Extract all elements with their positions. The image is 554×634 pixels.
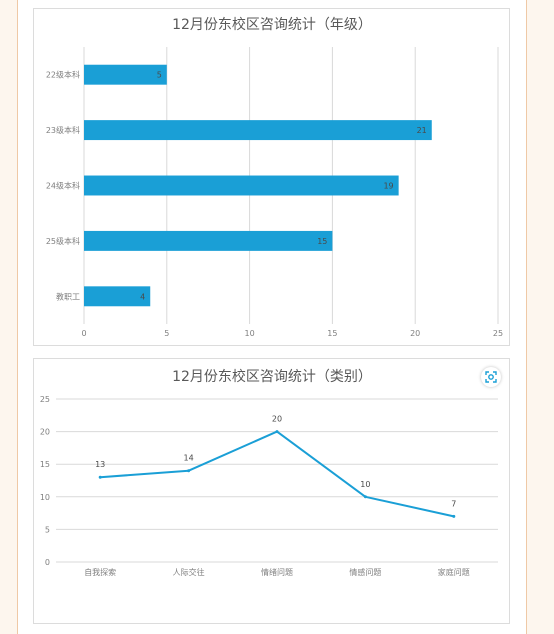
data-label: 13 bbox=[95, 460, 105, 469]
bar bbox=[84, 286, 151, 307]
y-tick-label: 0 bbox=[45, 558, 50, 567]
screenshot-button[interactable] bbox=[481, 367, 501, 387]
category-line-chart: 12月份东校区咨询统计（类别） 0 5 10 15 20 25 自我探索 人际交往 情绪问题 情感… bbox=[40, 368, 498, 577]
data-label: 14 bbox=[184, 454, 194, 463]
data-label: 5 bbox=[157, 71, 162, 80]
category-chart-card: 12月份东校区咨询统计（类别） 0 5 10 15 20 25 自我探索 人际交往 情绪问题 情感… bbox=[33, 358, 510, 624]
grade-bar-chart: 12月份东校区咨询统计（年级） 0 5 10 15 20 25 22级本科 5 23级本科 21 2… bbox=[46, 16, 503, 338]
y-tick-label: 25级本科 bbox=[46, 236, 80, 246]
x-tick-label: 人际交往 bbox=[173, 567, 205, 577]
data-label: 15 bbox=[317, 237, 327, 246]
camera-scan-icon bbox=[485, 371, 497, 383]
data-label: 20 bbox=[272, 415, 282, 424]
data-point bbox=[452, 514, 456, 518]
y-tick-label: 23级本科 bbox=[46, 125, 80, 135]
data-label: 7 bbox=[451, 499, 456, 508]
x-tick-label: 情绪问题 bbox=[261, 567, 293, 577]
x-tick-label: 家庭问题 bbox=[438, 567, 470, 577]
chart-title: 12月份东校区咨询统计（类别） bbox=[172, 368, 372, 385]
data-point bbox=[187, 469, 191, 473]
bar bbox=[84, 120, 432, 141]
x-tick-label: 情感问题 bbox=[349, 567, 381, 577]
data-point bbox=[98, 475, 102, 479]
y-tick-label: 20 bbox=[40, 428, 50, 437]
data-label: 19 bbox=[383, 182, 393, 191]
chart-title: 12月份东校区咨询统计（年级） bbox=[172, 16, 372, 33]
data-label: 4 bbox=[140, 292, 145, 301]
y-tick-label: 5 bbox=[45, 525, 50, 534]
y-tick-label: 教职工 bbox=[56, 291, 80, 301]
x-tick-label: 0 bbox=[81, 329, 86, 338]
y-tick-label: 25 bbox=[40, 395, 50, 404]
x-tick-label: 20 bbox=[410, 329, 420, 338]
series-line bbox=[100, 430, 455, 518]
y-tick-label: 10 bbox=[40, 493, 50, 502]
x-tick-label: 15 bbox=[327, 329, 337, 338]
y-tick-label: 24级本科 bbox=[46, 181, 80, 191]
data-label: 21 bbox=[417, 126, 427, 135]
bar bbox=[84, 230, 333, 251]
data-point bbox=[363, 495, 367, 499]
x-tick-label: 10 bbox=[245, 329, 255, 338]
data-label: 10 bbox=[360, 480, 370, 489]
bar bbox=[84, 175, 399, 196]
x-tick-label: 自我探索 bbox=[84, 567, 116, 577]
grade-chart-card: 12月份东校区咨询统计（年级） 0 5 10 15 20 25 22级本科 5 23级本科 21 2… bbox=[33, 8, 510, 346]
bar bbox=[84, 64, 167, 85]
x-tick-label: 5 bbox=[164, 329, 169, 338]
y-tick-label: 22级本科 bbox=[46, 70, 80, 80]
y-tick-label: 15 bbox=[40, 460, 50, 469]
x-tick-label: 25 bbox=[493, 329, 503, 338]
data-point bbox=[275, 430, 279, 434]
